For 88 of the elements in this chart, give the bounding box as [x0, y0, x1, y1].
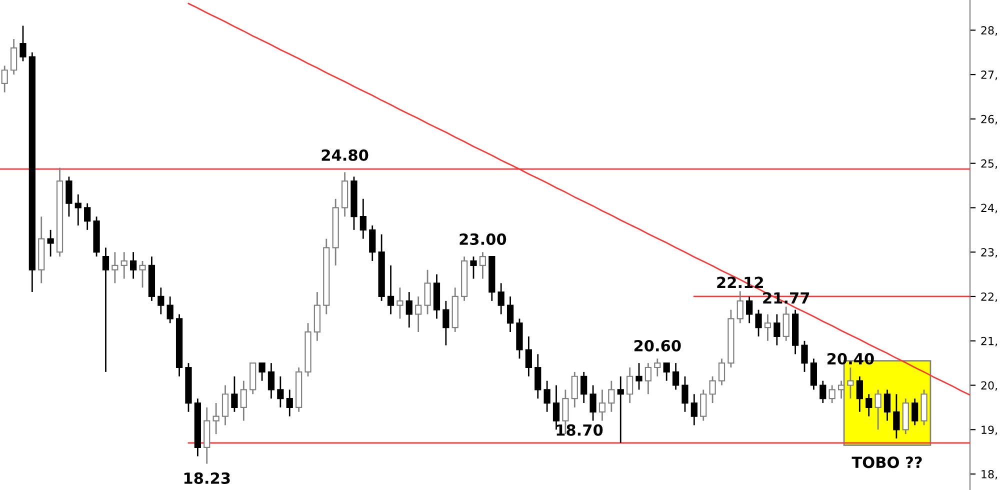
candlestick — [506, 296, 514, 333]
candlestick — [277, 376, 284, 408]
candlestick — [782, 306, 790, 342]
candlestick — [240, 380, 247, 422]
candlestick — [884, 388, 891, 422]
candlestick — [746, 296, 753, 324]
candlestick — [231, 376, 238, 413]
candlestick — [636, 362, 642, 390]
y-tick-label: 27, — [981, 70, 997, 80]
candlestick — [690, 393, 698, 426]
y-tick-label: 23, — [981, 248, 997, 258]
candlestick — [810, 358, 818, 390]
y-tick-label: 21, — [981, 336, 997, 346]
candlestick — [736, 290, 744, 324]
candlestick — [406, 291, 412, 328]
candlestick — [709, 376, 716, 404]
candlestick — [644, 362, 652, 395]
candlestick — [74, 194, 82, 226]
candlestick — [608, 380, 615, 413]
candlestick — [130, 251, 137, 280]
annotation: 18.23 — [184, 472, 230, 484]
candlestick — [222, 384, 229, 426]
candlestick — [286, 388, 293, 418]
candlestick — [700, 388, 707, 422]
candlestick — [47, 229, 54, 258]
candlestick — [525, 336, 532, 378]
candlestick — [102, 246, 110, 373]
candlestick — [801, 340, 808, 373]
candlestick — [718, 358, 726, 386]
annotation: TOBO ?? — [852, 456, 922, 468]
candlestick — [396, 286, 404, 320]
candlestick — [874, 388, 882, 430]
annotation: 18.70 — [556, 424, 603, 436]
candlestick — [847, 366, 854, 400]
candlestick — [544, 380, 550, 413]
candlestick — [424, 269, 431, 315]
candlestick — [672, 362, 680, 390]
y-tick-label: 19, — [982, 426, 997, 436]
candlestick — [84, 202, 91, 231]
y-tick-label: 24, — [981, 204, 997, 214]
y-tick-label: 26, — [981, 114, 997, 124]
candlestick — [158, 286, 164, 315]
candlestick — [387, 264, 394, 315]
candlestick — [166, 296, 174, 324]
annotation: 23.00 — [460, 233, 506, 245]
candlestick — [774, 314, 780, 346]
candlestick — [590, 384, 596, 422]
candlestick — [415, 296, 422, 333]
candlestick — [268, 362, 275, 400]
y-tick-label: 28, — [981, 26, 997, 36]
candlestick — [828, 384, 836, 404]
candlestick — [120, 251, 128, 280]
candlestick — [66, 176, 72, 218]
y-tick-label: 22, — [981, 292, 997, 302]
candlestick — [663, 362, 670, 382]
candlestick — [479, 251, 486, 280]
candlestick — [682, 376, 688, 413]
candlestick — [442, 300, 450, 346]
y-tick-label: 18, — [982, 470, 997, 480]
candlestick — [580, 371, 588, 404]
candlestick — [866, 393, 872, 418]
candlestick — [654, 358, 661, 378]
candlestick — [139, 260, 146, 288]
candlestick — [820, 380, 826, 404]
candlestick — [212, 402, 220, 435]
candlestick — [893, 393, 900, 440]
candlestick — [258, 362, 266, 382]
candlestick — [764, 314, 772, 342]
candlestick — [498, 282, 504, 315]
y-tick-label: 25, — [981, 159, 997, 169]
candlestick — [617, 376, 624, 444]
candlestick — [470, 256, 477, 280]
annotation: 24.80 — [322, 149, 368, 161]
candlestick — [1, 64, 8, 94]
candlestick — [856, 376, 863, 413]
candlestick — [112, 251, 118, 284]
candlestick — [360, 198, 366, 240]
candlestick — [571, 371, 578, 408]
candlestick — [755, 309, 762, 338]
candlestick — [912, 398, 918, 426]
candlestick — [598, 388, 606, 422]
candlestick — [369, 224, 376, 262]
candlestick — [20, 25, 26, 62]
candlestick — [626, 366, 634, 404]
candlestick — [10, 38, 18, 76]
y-tick-label: 20, — [981, 381, 997, 391]
candlestick — [534, 353, 542, 400]
annotation: 20.60 — [634, 340, 681, 352]
